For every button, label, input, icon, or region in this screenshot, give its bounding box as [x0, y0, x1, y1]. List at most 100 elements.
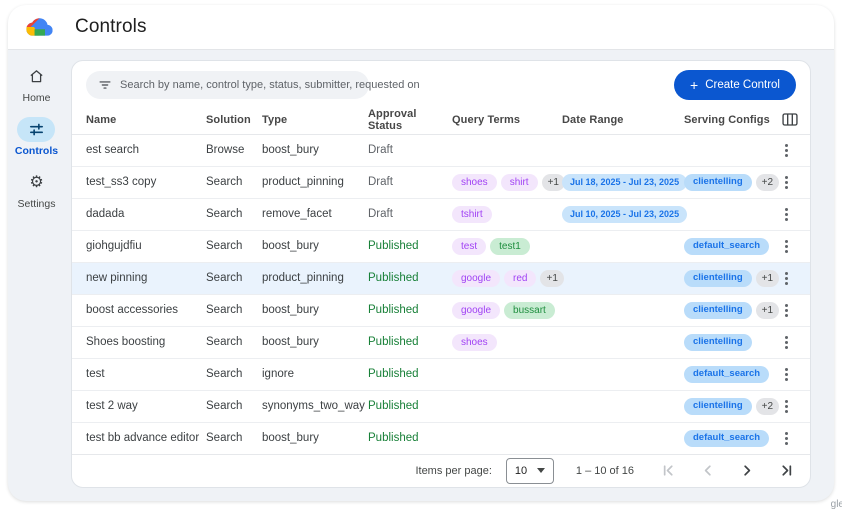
row-menu-button[interactable] [774, 234, 798, 258]
chip: default_search [684, 237, 770, 255]
cell-date-range: Jul 18, 2025 - Jul 23, 2025 [562, 174, 688, 191]
chevron-down-icon [536, 468, 545, 474]
sidebar-item-label: Controls [14, 145, 59, 157]
table-row[interactable]: Shoes boosting Search boost_bury Publish… [72, 327, 810, 359]
kebab-icon [784, 372, 788, 376]
table-row[interactable]: boost accessories Search boost_bury Publ… [72, 295, 810, 327]
row-menu-button[interactable] [774, 426, 798, 450]
cell-type: product_pinning [262, 176, 344, 189]
cell-solution: Search [206, 240, 243, 253]
row-menu-button[interactable] [774, 138, 798, 162]
last-page-button[interactable] [774, 458, 800, 484]
sidebar-item-controls[interactable]: Controls [15, 117, 58, 157]
cell-name: Shoes boosting [86, 336, 166, 349]
items-per-page-select[interactable]: 10 [505, 457, 554, 484]
kebab-icon [784, 276, 788, 280]
cell-name: test bb advance editor [86, 432, 200, 445]
row-menu-button[interactable] [774, 330, 798, 354]
kebab-icon [784, 340, 788, 344]
chip: +2 [755, 173, 780, 192]
chip: red [504, 269, 537, 288]
chip: shoes [452, 173, 497, 192]
cell-name: est search [86, 144, 140, 157]
previous-page-button[interactable] [694, 458, 720, 484]
create-control-button[interactable]: + Create Control [674, 70, 796, 100]
cell-solution: Search [206, 432, 243, 445]
cell-approval-status: Published [368, 400, 419, 413]
cell-name: giohgujdfiu [86, 240, 142, 253]
search-input[interactable]: Search by name, control type, status, su… [86, 71, 420, 99]
cell-date-range: Jul 10, 2025 - Jul 23, 2025 [562, 206, 688, 223]
row-menu-button[interactable] [774, 394, 798, 418]
chip: default_search [684, 365, 770, 383]
cell-name: new pinning [86, 272, 148, 285]
row-menu-button[interactable] [774, 362, 798, 386]
next-page-button[interactable] [734, 458, 760, 484]
cell-query-terms: tshirt [452, 205, 562, 224]
cell-solution: Search [206, 368, 243, 381]
column-header-name: Name [86, 113, 117, 126]
cell-query-terms: shoes shirt +1 [452, 173, 565, 192]
cell-query-terms: shoes [452, 333, 562, 352]
column-header-serving-configs: Serving Configs [684, 113, 770, 126]
cell-approval-status: Draft [368, 176, 393, 189]
cell-type: boost_bury [262, 304, 319, 317]
table-row[interactable]: est search Browse boost_bury Draft [72, 135, 810, 167]
sidebar-item-label: Settings [17, 198, 56, 210]
items-per-page-value: 10 [514, 464, 528, 477]
plus-icon: + [690, 77, 699, 93]
cell-name: boost accessories [86, 304, 179, 317]
row-menu-button[interactable] [774, 170, 798, 194]
kebab-icon [784, 436, 788, 440]
pagination-bar: Items per page: 10 1 – 10 of 16 [72, 453, 810, 487]
table-row[interactable]: test Search ignore Published default_sea… [72, 359, 810, 391]
table-row[interactable]: test bb advance editor Search boost_bury… [72, 423, 810, 454]
chip: clientelling [684, 397, 752, 415]
app-header: Controls [8, 5, 834, 50]
kebab-icon [784, 212, 788, 216]
cell-approval-status: Draft [368, 208, 393, 221]
column-header-approval-status: Approval Status [368, 107, 417, 132]
chip: +1 [755, 301, 780, 320]
first-page-button[interactable] [654, 458, 680, 484]
cell-type: boost_bury [262, 144, 319, 157]
column-header-solution: Solution [206, 113, 251, 126]
create-control-label: Create Control [705, 79, 780, 91]
chip: +1 [540, 269, 564, 288]
cell-serving-configs: clientelling [684, 333, 770, 351]
chip: bussart [504, 301, 555, 320]
chip: clientelling [684, 173, 752, 191]
cell-approval-status: Draft [368, 144, 393, 157]
cell-solution: Search [206, 208, 243, 221]
table-row[interactable]: giohgujdfiu Search boost_bury Published … [72, 231, 810, 263]
search-placeholder: Search by name, control type, status, su… [120, 79, 420, 91]
chip: tshirt [452, 205, 492, 224]
table-row[interactable]: test_ss3 copy Search product_pinning Dra… [72, 167, 810, 199]
table-row[interactable]: new pinning Search product_pinning Publi… [72, 262, 810, 295]
main-content: Search by name, control type, status, su… [65, 50, 834, 501]
cell-serving-configs: default_search [684, 429, 770, 447]
google-cloud-logo-icon [26, 16, 53, 38]
cell-solution: Search [206, 272, 243, 285]
chip: default_search [684, 429, 770, 447]
cell-solution: Search [206, 400, 243, 413]
filter-icon [98, 78, 112, 92]
cell-approval-status: Published [368, 272, 419, 285]
table-row[interactable]: dadada Search remove_facet Draft tshirt … [72, 199, 810, 231]
cell-solution: Search [206, 176, 243, 189]
cell-approval-status: Published [368, 432, 419, 445]
table-body: est search Browse boost_bury Draft test_… [72, 135, 810, 454]
cell-name: dadada [86, 208, 125, 221]
column-settings-icon[interactable] [770, 112, 798, 127]
kebab-icon [784, 404, 788, 408]
chip: test1 [490, 237, 530, 256]
row-menu-button[interactable] [774, 298, 798, 322]
row-menu-button[interactable] [774, 202, 798, 226]
row-menu-button[interactable] [774, 266, 798, 290]
kebab-icon [784, 180, 788, 184]
chip: shoes [452, 333, 497, 352]
sidebar-item-home[interactable]: Home [18, 64, 56, 104]
sidebar-item-settings[interactable]: ⚙ Settings [18, 170, 56, 210]
chip: Jul 10, 2025 - Jul 23, 2025 [562, 206, 688, 223]
table-row[interactable]: test 2 way Search synonyms_two_way Publi… [72, 391, 810, 423]
